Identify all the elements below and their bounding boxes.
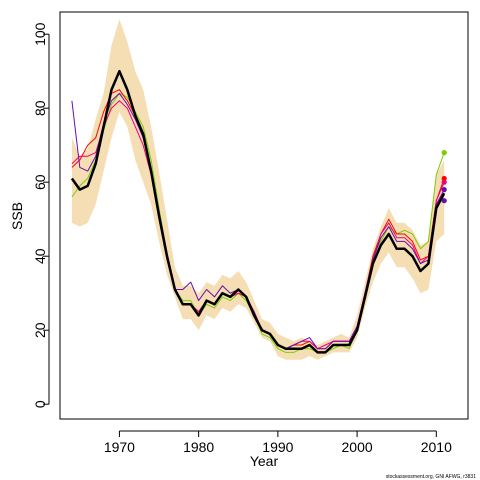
x-tick-label-2000: 2000 — [342, 439, 373, 455]
y-tick-label-0: 0 — [32, 400, 48, 408]
x-tick-label-1990: 1990 — [262, 439, 293, 455]
y-tick-label-60: 60 — [32, 174, 48, 190]
axis-layer: 1970 1980 1990 2000 2010 0 20 40 60 80 100 — [32, 22, 452, 455]
series-layer — [70, 69, 446, 354]
confidence-band — [71, 19, 445, 360]
endpoint-layer — [441, 150, 447, 204]
plot-frame — [59, 11, 469, 420]
y-tick-label-100: 100 — [32, 22, 48, 46]
x-tick-label-1980: 1980 — [183, 439, 214, 455]
x-axis-title: Year — [250, 453, 279, 469]
series-line-1 — [70, 69, 446, 354]
endpoint-marker-1 — [441, 150, 447, 156]
y-axis-title: SSB — [9, 202, 25, 230]
endpoint-marker-5 — [441, 198, 447, 204]
x-tick-label-1970: 1970 — [104, 439, 135, 455]
endpoint-marker-3 — [441, 179, 447, 185]
y-tick-label-20: 20 — [32, 322, 48, 338]
endpoint-marker-2 — [441, 175, 447, 182]
endpoint-marker-4 — [441, 187, 447, 193]
confidence-band-layer — [71, 19, 445, 360]
y-tick-label-40: 40 — [32, 248, 48, 264]
x-tick-label-2010: 2010 — [421, 439, 452, 455]
y-tick-label-80: 80 — [32, 100, 48, 116]
source-caption: stockassessment.org, GNI AFWG, r3831 — [386, 474, 477, 480]
